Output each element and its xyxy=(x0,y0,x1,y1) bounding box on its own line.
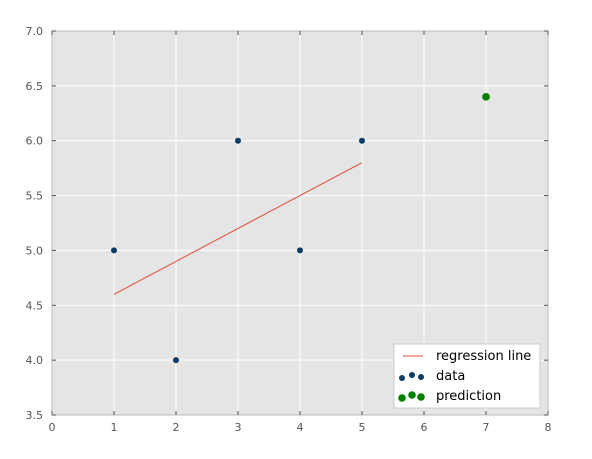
x-tick-label: 4 xyxy=(297,421,304,434)
x-tick-label: 5 xyxy=(359,421,366,434)
x-tick-label: 0 xyxy=(49,421,56,434)
y-tick-label: 3.5 xyxy=(26,409,44,422)
data-point xyxy=(359,137,365,144)
legend-marker-swatch xyxy=(399,375,405,381)
x-tick-label: 6 xyxy=(421,421,428,434)
legend-marker-swatch xyxy=(398,394,406,402)
prediction-point xyxy=(482,93,490,101)
y-tick-label: 6.0 xyxy=(26,135,44,148)
x-tick-label: 3 xyxy=(235,421,242,434)
y-tick-label: 5.5 xyxy=(26,190,44,203)
legend-marker-swatch xyxy=(417,393,425,401)
x-tick-label: 7 xyxy=(483,421,490,434)
legend-marker-swatch xyxy=(408,391,416,399)
data-point xyxy=(111,247,117,254)
x-tick-label: 8 xyxy=(545,421,552,434)
y-tick-label: 4.0 xyxy=(26,354,44,367)
x-tick-label: 1 xyxy=(111,421,118,434)
legend-label: regression line xyxy=(436,349,531,364)
regression-line xyxy=(113,162,363,295)
legend-marker-swatch xyxy=(409,372,415,378)
data-point xyxy=(173,357,179,364)
legend-label: prediction xyxy=(436,389,501,404)
legend-label: data xyxy=(436,369,465,384)
legend-marker-swatch xyxy=(418,374,424,380)
data-point xyxy=(235,137,241,144)
data-point xyxy=(297,247,303,254)
y-tick-label: 7.0 xyxy=(26,25,44,38)
y-tick-label: 6.5 xyxy=(26,80,44,93)
y-tick-label: 5.0 xyxy=(26,244,44,257)
x-tick-label: 2 xyxy=(173,421,180,434)
y-tick-label: 4.5 xyxy=(26,299,44,312)
